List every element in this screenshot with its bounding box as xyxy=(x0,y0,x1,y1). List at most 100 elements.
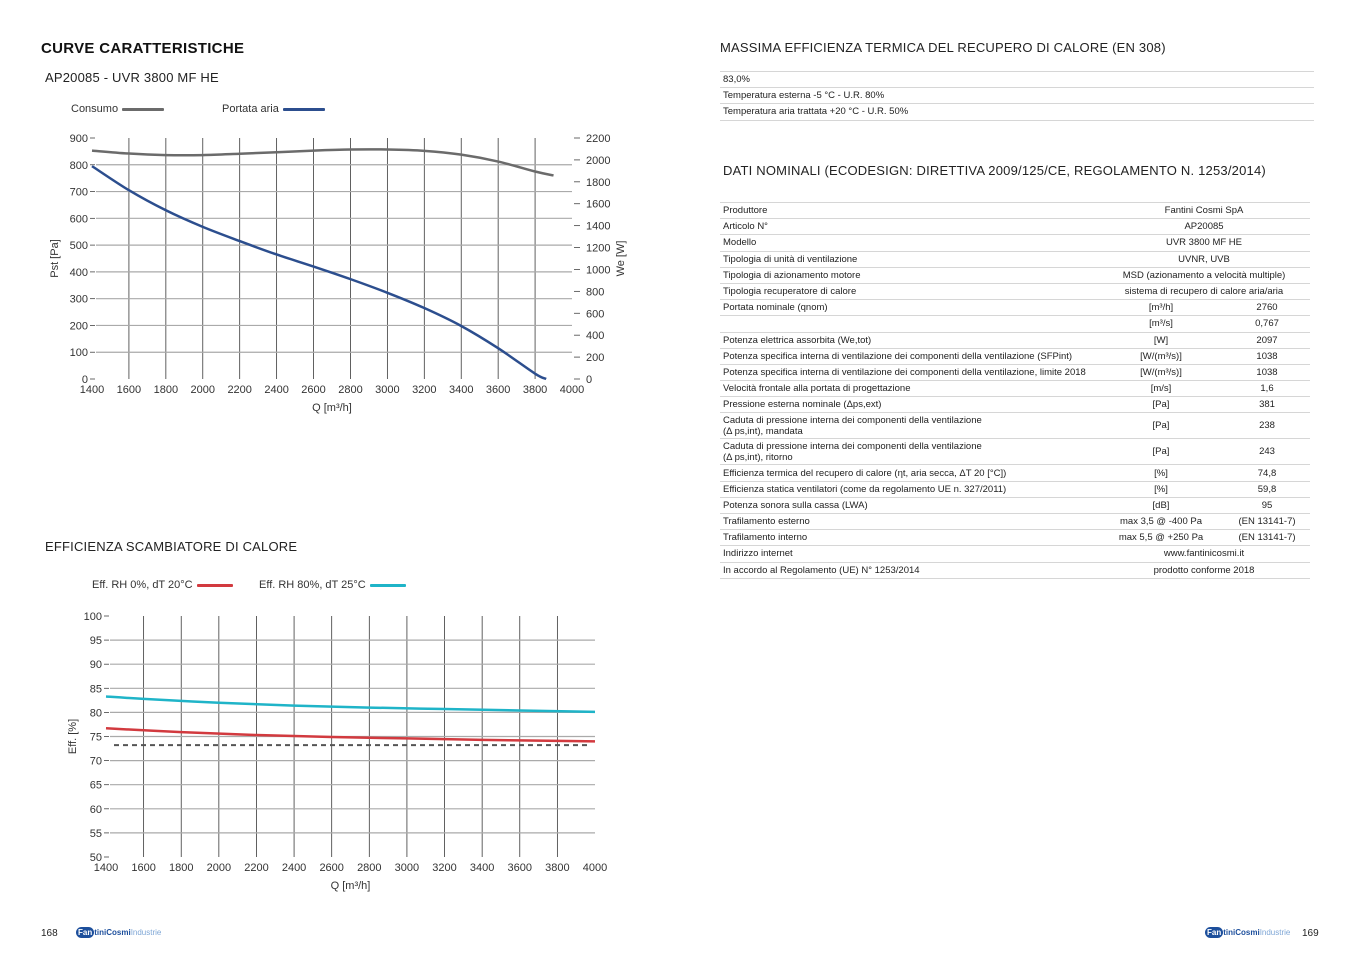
x-tick-label: 1800 xyxy=(154,384,178,396)
y-axis-label: Eff. [%] xyxy=(67,719,79,754)
table-row: Trafilamento interno max 5,5 @ +250 Pa (EN… xyxy=(720,529,1310,547)
x-tick-label: 3000 xyxy=(375,384,399,396)
table-cell: 83,0% xyxy=(720,70,1314,89)
y2-tick-label: 0 xyxy=(586,374,592,386)
table-row: Portata nominale (qnom) [m³/h] 2760 xyxy=(720,299,1310,317)
x-tick-label: 2800 xyxy=(357,862,381,874)
y-tick-label: 55 xyxy=(90,828,102,840)
legend-swatch xyxy=(122,107,165,111)
table-row: 83,0% xyxy=(720,70,1314,89)
series-line-1 xyxy=(91,148,554,177)
row-label: Caduta di pressione interna dei componen… xyxy=(720,438,1098,466)
y2-tick-label: 200 xyxy=(586,352,604,364)
legend-swatch xyxy=(369,583,406,587)
row-value: 1038 xyxy=(1224,348,1310,365)
row-label: Potenza specifica interna di ventilazion… xyxy=(720,348,1098,365)
row-label: Articolo N° xyxy=(720,218,1098,236)
row-unit: [dB] xyxy=(1098,497,1224,515)
table-row: [m³/s] 0,767 xyxy=(720,315,1310,333)
row-value: 59,8 xyxy=(1224,481,1310,498)
row-label: Trafilamento interno xyxy=(720,529,1098,547)
chart2-legend-rh80: Eff. RH 80%, dT 25°C xyxy=(259,579,406,591)
table-cell: Temperatura aria trattata +20 °C - U.R. … xyxy=(720,103,1314,121)
x-tick-label: 2600 xyxy=(301,384,325,396)
row-unit: [m³/s] xyxy=(1098,315,1224,333)
characteristic-curves-chart: 1400 1600 1800 2000 2200 2400 2600 2800 3000 3200… xyxy=(49,133,627,414)
table-row: Tipologia recuperatore di calore sistema … xyxy=(720,283,1310,301)
row-label: Tipologia recuperatore di calore xyxy=(720,283,1098,301)
row-value: 1038 xyxy=(1224,364,1310,382)
x-tick-label: 3200 xyxy=(412,384,436,396)
series-line-1 xyxy=(105,727,596,743)
page-number-right: 169 xyxy=(1302,928,1319,939)
row-value: prodotto conforme 2018 xyxy=(1098,562,1310,579)
row-value: 2097 xyxy=(1224,332,1310,349)
row-unit: [m/s] xyxy=(1098,380,1224,398)
y-tick-label: 0 xyxy=(82,374,88,386)
row-value: 0,767 xyxy=(1224,315,1310,333)
x-axis-label: Q [m³/h] xyxy=(312,402,352,414)
row-unit: [%] xyxy=(1098,464,1224,482)
x-tick-label: 2400 xyxy=(282,862,306,874)
y-tick-label: 95 xyxy=(90,635,102,647)
logo-text-industrie: Industrie xyxy=(1259,928,1291,937)
logo-mark: Fan xyxy=(76,927,95,938)
y-tick-label: 600 xyxy=(70,213,88,225)
series-line-2 xyxy=(105,695,596,714)
row-unit: [W/(m³/s)] xyxy=(1098,364,1224,382)
heat-exchanger-efficiency-chart: 1400 1600 1800 2000 2200 2400 2600 2800 3000 3200… xyxy=(67,611,607,892)
y2-tick-label: 1800 xyxy=(586,177,610,189)
x-tick-label: 1800 xyxy=(169,862,193,874)
x-tick-label: 1400 xyxy=(80,384,104,396)
row-unit: max 3,5 @ -400 Pa xyxy=(1098,513,1224,531)
row-label: Tipologia di unità di ventilazione xyxy=(720,251,1098,268)
row-unit: [Pa] xyxy=(1098,396,1224,414)
row-label-line: Caduta di pressione interna dei componen… xyxy=(723,440,982,452)
y-tick-label: 900 xyxy=(70,133,88,145)
y-tick-label: 70 xyxy=(90,756,102,768)
y-tick-label: 100 xyxy=(70,347,88,359)
y2-tick-label: 1600 xyxy=(586,199,610,211)
row-label: Potenza specifica interna di ventilazion… xyxy=(720,364,1098,382)
y2-tick-label: 2000 xyxy=(586,155,610,167)
x-tick-label: 1400 xyxy=(94,862,118,874)
x-tick-label: 3800 xyxy=(545,862,569,874)
legend-label: Portata aria xyxy=(222,103,279,115)
x-tick-label: 3200 xyxy=(432,862,456,874)
row-unit: [%] xyxy=(1098,481,1224,498)
table-row: Potenza elettrica assorbita (We,tot) [W] 2… xyxy=(720,332,1310,349)
row-label: Velocità frontale alla portata di proget… xyxy=(720,380,1098,398)
row-label: Portata nominale (qnom) xyxy=(720,299,1098,317)
legend-swatch xyxy=(196,583,233,587)
row-label-line: (Δ ps,int), mandata xyxy=(723,425,803,437)
page-number-left: 168 xyxy=(41,928,58,939)
y-tick-label: 400 xyxy=(70,267,88,279)
table-row: Velocità frontale alla portata di proget… xyxy=(720,380,1310,398)
x-tick-label: 2000 xyxy=(191,384,215,396)
y2-tick-label: 2200 xyxy=(586,133,610,145)
y-tick-label: 85 xyxy=(90,683,102,695)
x-tick-label: 2600 xyxy=(319,862,343,874)
row-unit: [m³/h] xyxy=(1098,299,1224,317)
fantini-cosmi-logo: Fan tiniCosmi Industrie xyxy=(76,927,161,938)
logo-mark: Fan xyxy=(1205,927,1224,938)
row-label: Tipologia di azionamento motore xyxy=(720,267,1098,284)
row-label xyxy=(720,315,1098,333)
table-row: Pressione esterna nominale (Δps,ext) [Pa]… xyxy=(720,396,1310,414)
row-value: 381 xyxy=(1224,396,1310,414)
row-label: Potenza sonora sulla cassa (LWA) xyxy=(720,497,1098,515)
x-axis-label: Q [m³/h] xyxy=(331,880,371,892)
x-tick-label: 3000 xyxy=(395,862,419,874)
y-tick-label: 500 xyxy=(70,240,88,252)
row-value: 1,6 xyxy=(1224,380,1310,398)
row-value: 95 xyxy=(1224,497,1310,515)
row-value: (EN 13141-7) xyxy=(1224,513,1310,531)
row-unit: [W] xyxy=(1098,332,1224,349)
x-tick-label: 3400 xyxy=(470,862,494,874)
x-tick-label: 2000 xyxy=(207,862,231,874)
y-tick-label: 200 xyxy=(70,320,88,332)
logo-text-industrie: Industrie xyxy=(130,928,162,937)
table-row: Tipologia di unità di ventilazione UVNR, … xyxy=(720,251,1310,268)
table-row: Trafilamento esterno max 3,5 @ -400 Pa (EN… xyxy=(720,513,1310,531)
y-axis-label: Pst [Pa] xyxy=(49,239,61,278)
